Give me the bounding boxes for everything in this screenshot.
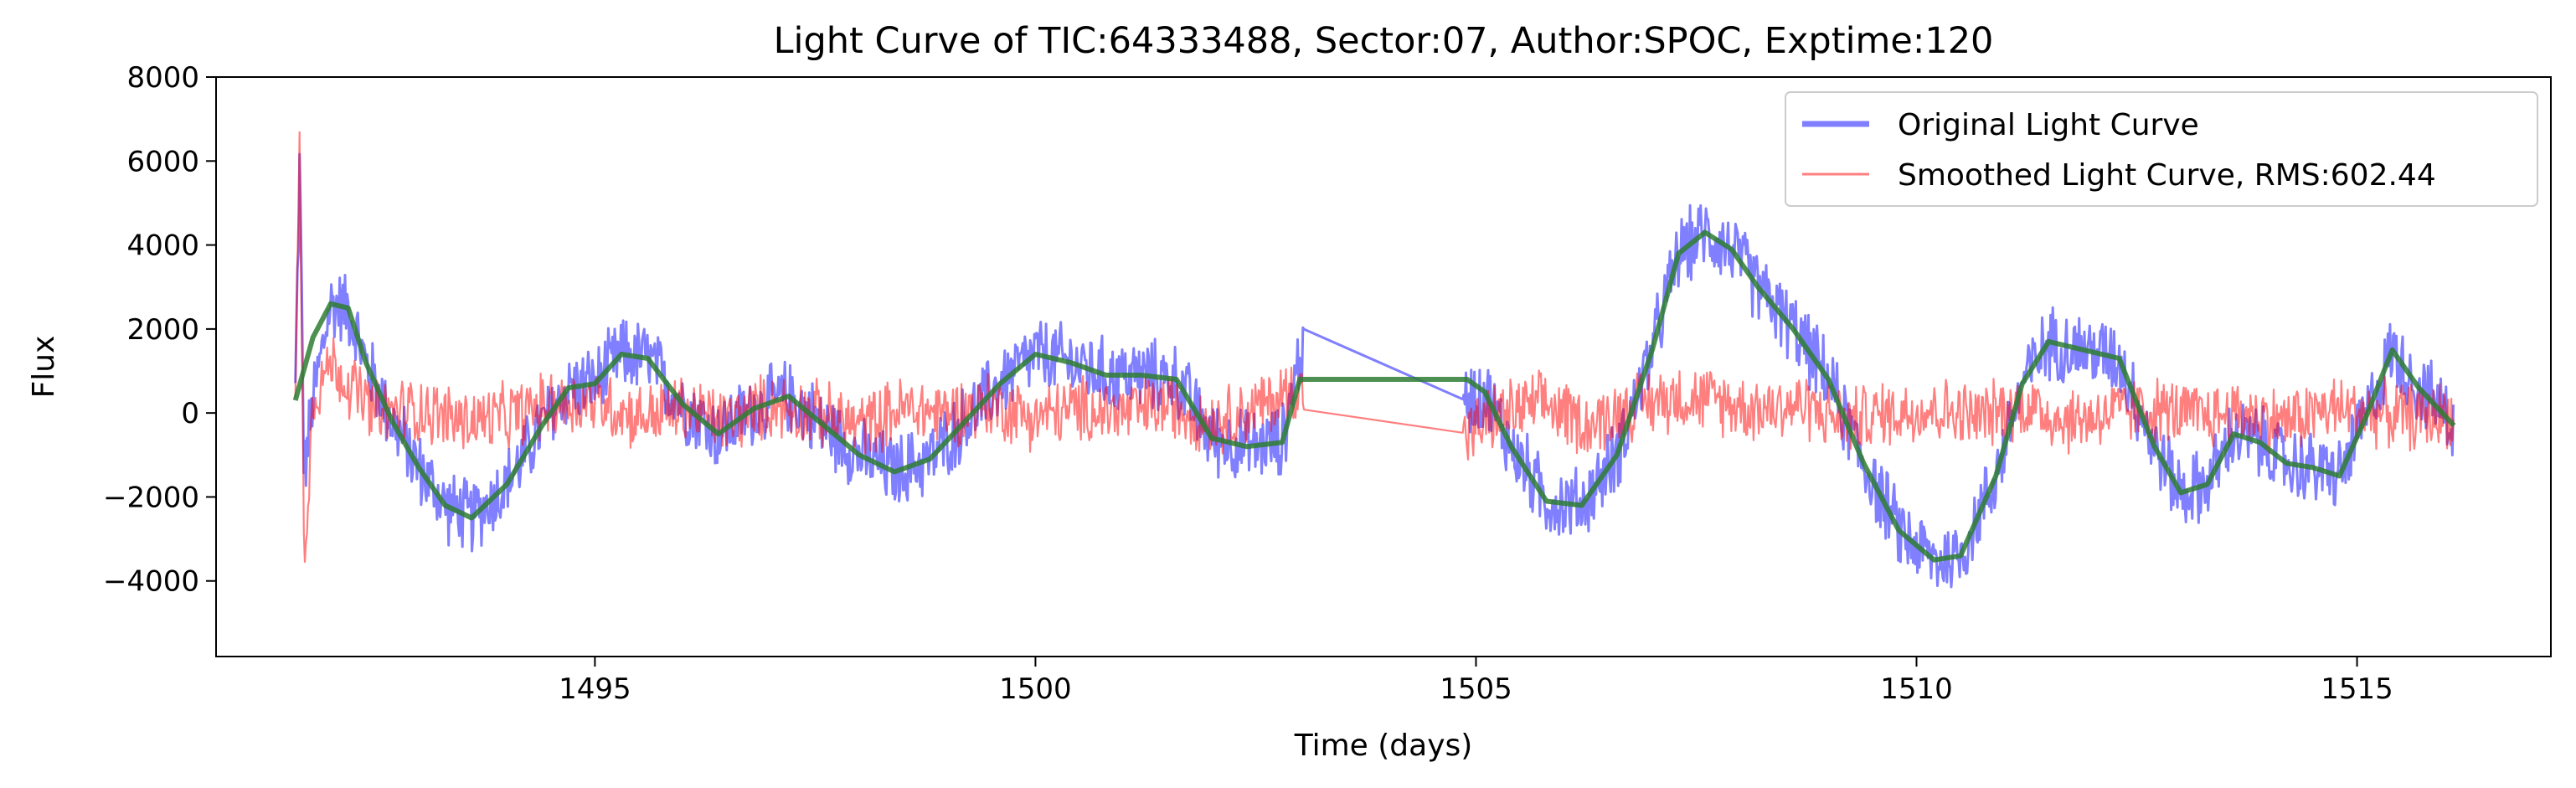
series-original-line xyxy=(294,152,2455,589)
x-axis: 1495 1500 1505 1510 1515 xyxy=(559,657,2393,706)
legend: Original Light Curve Smoothed Light Curv… xyxy=(1785,91,2538,207)
y-axis-label: Flux xyxy=(27,336,61,399)
x-tick-label: 1500 xyxy=(999,672,1072,706)
series-trend-line xyxy=(292,229,2456,563)
x-tick-label: 1515 xyxy=(2321,672,2393,706)
y-tick-label: −2000 xyxy=(103,481,199,514)
legend-entry-smoothed: Smoothed Light Curve, RMS:602.44 xyxy=(1898,158,2436,193)
chart-title: Light Curve of TIC:64333488, Sector:07, … xyxy=(774,20,1994,62)
y-tick-label: 2000 xyxy=(126,313,199,347)
legend-box xyxy=(1785,91,2538,207)
y-axis: −4000 −2000 0 2000 4000 6000 8000 xyxy=(103,61,216,599)
y-tick-label: 0 xyxy=(181,397,199,430)
x-tick-label: 1510 xyxy=(1880,672,1953,706)
y-tick-label: 6000 xyxy=(126,145,199,178)
plot-frame xyxy=(215,76,2552,657)
y-tick-label: 4000 xyxy=(126,229,199,263)
legend-entry-original: Original Light Curve xyxy=(1898,108,2199,142)
y-tick-label: 8000 xyxy=(126,61,199,95)
x-tick-label: 1495 xyxy=(559,672,631,706)
x-axis-label: Time (days) xyxy=(1294,729,1473,763)
series-smoothed-line xyxy=(294,131,2455,564)
plot-area xyxy=(292,131,2456,589)
x-tick-label: 1505 xyxy=(1440,672,1512,706)
y-tick-label: −4000 xyxy=(103,565,199,599)
